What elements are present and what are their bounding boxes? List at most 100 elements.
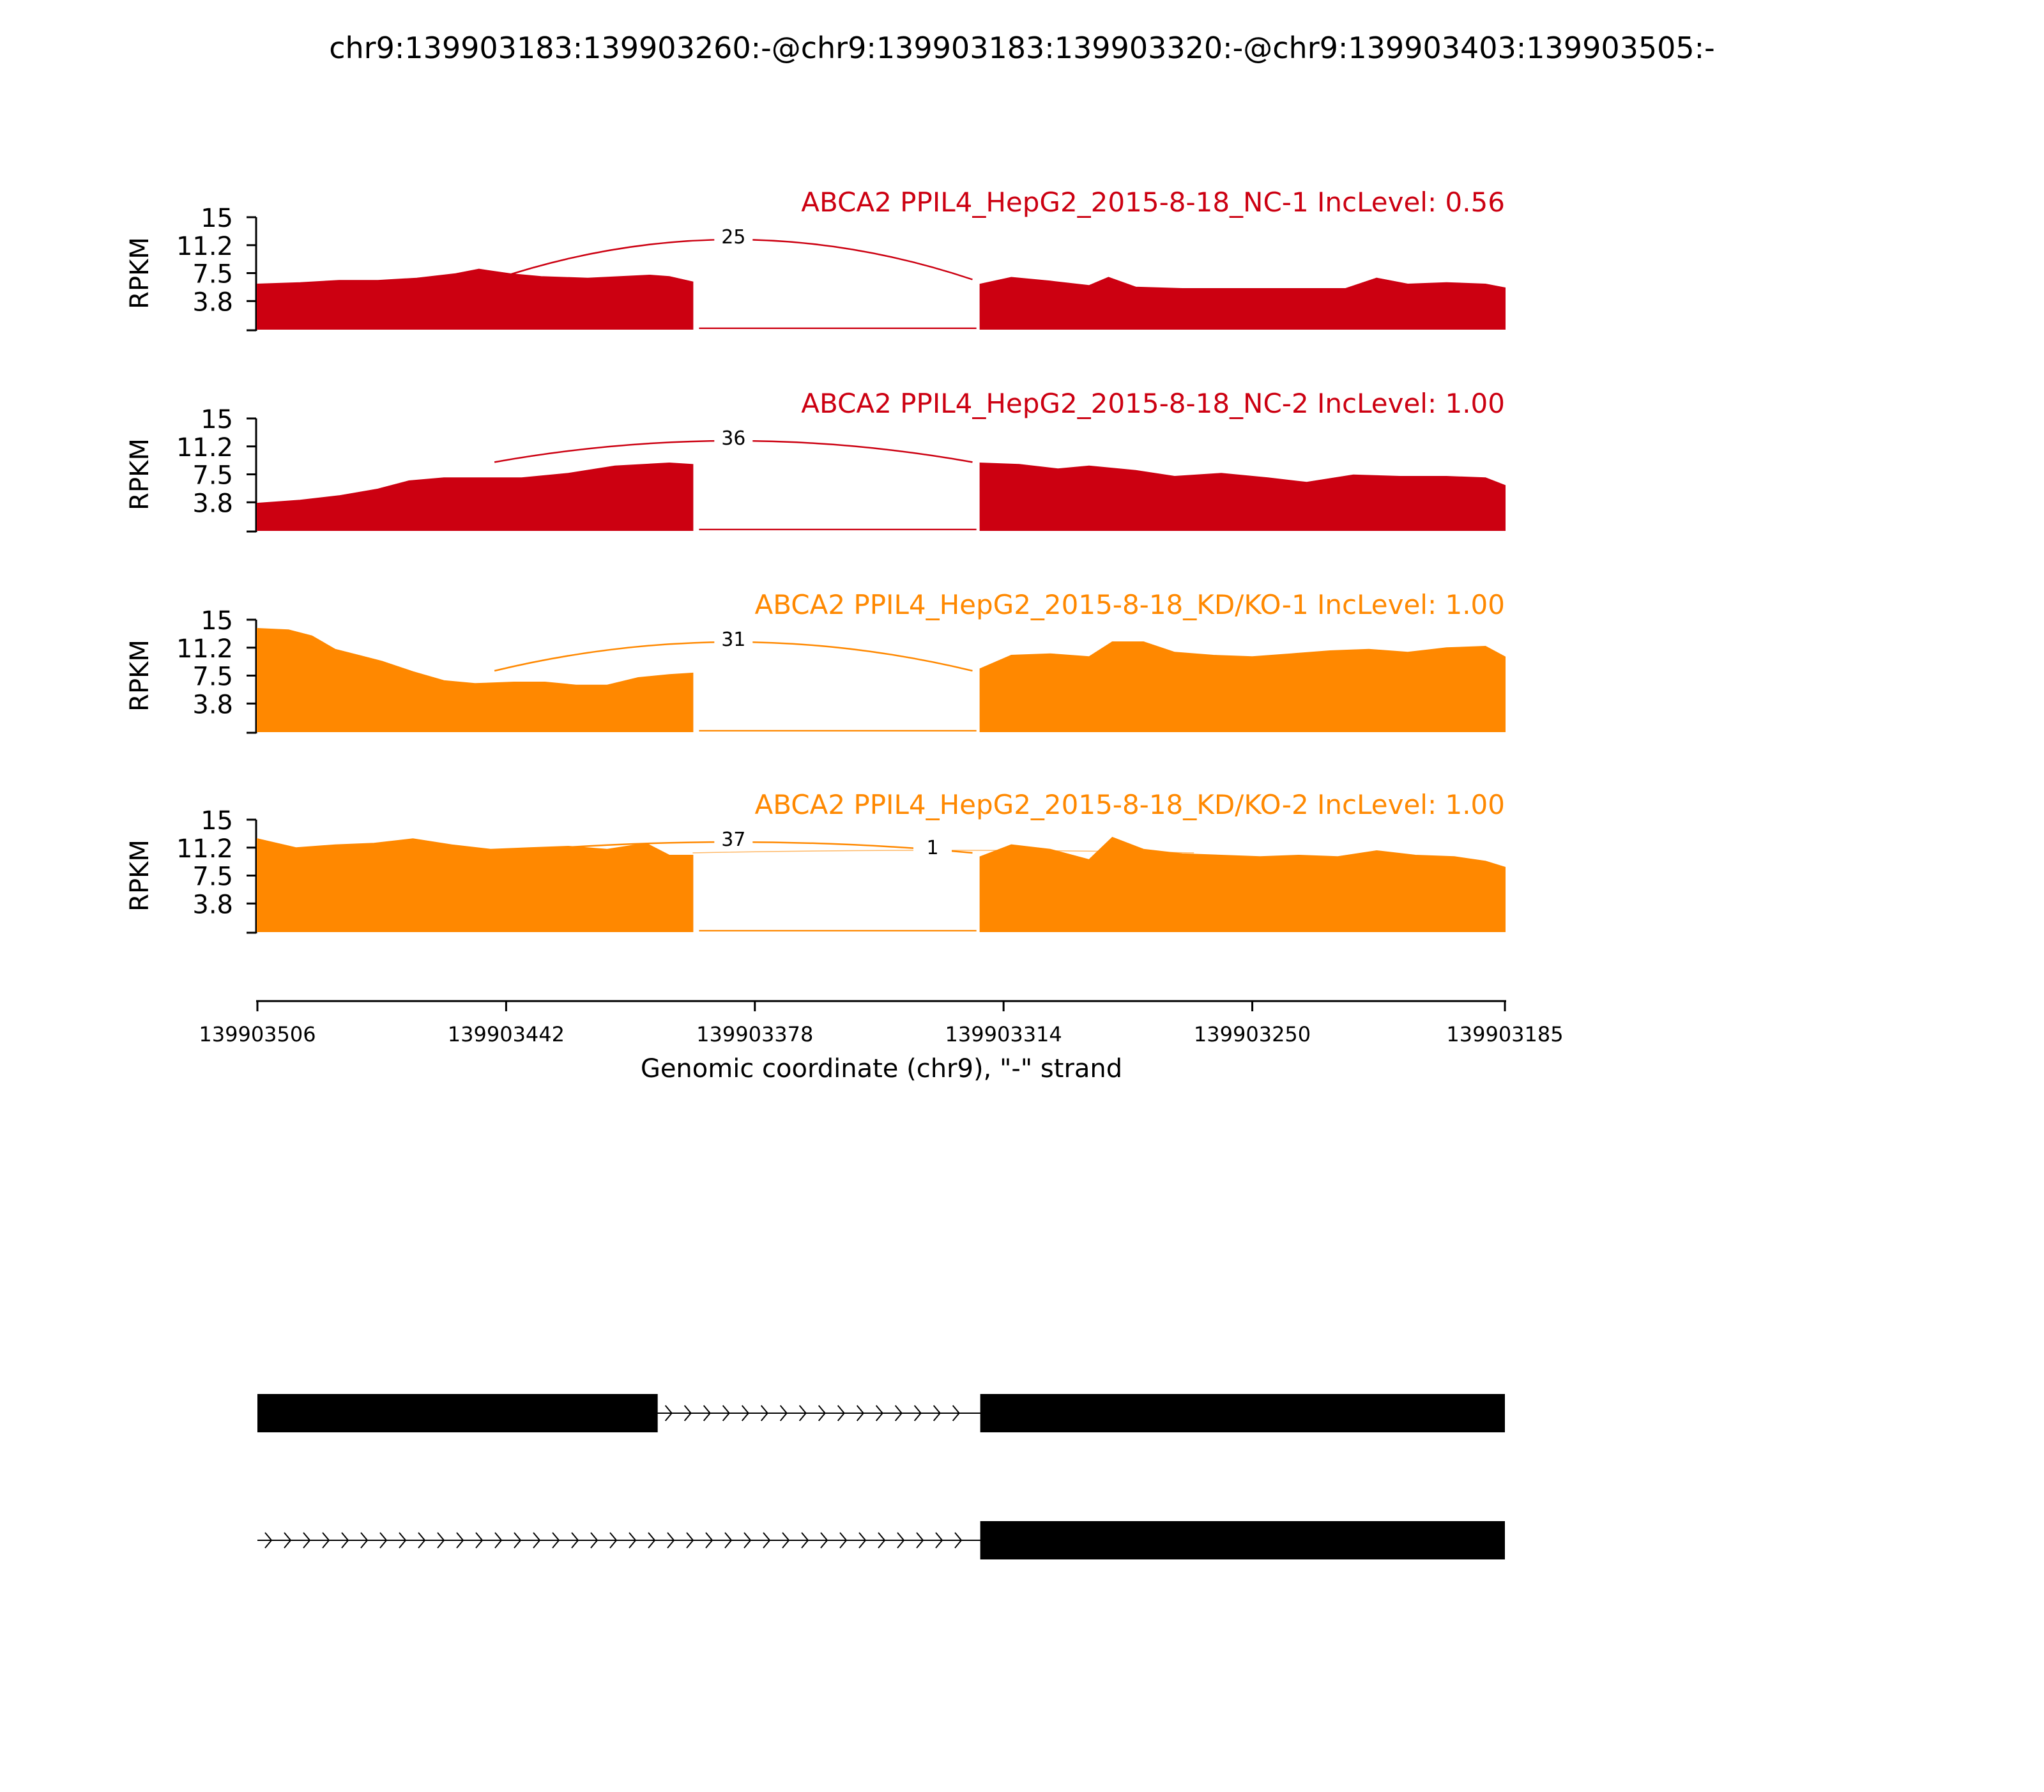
junction-count-bg: [714, 628, 753, 650]
strand-chevron: [779, 1405, 788, 1421]
coverage-intron: [699, 327, 977, 329]
strand-chevron: [303, 1532, 311, 1549]
y-axis-label: RPKM: [125, 639, 155, 712]
y-tick-label: 7.5: [192, 662, 233, 692]
strand-chevron: [456, 1532, 464, 1549]
y-axis-label: RPKM: [125, 839, 155, 912]
y-tick-label: 15: [201, 806, 233, 836]
x-tick-label: 139903250: [1194, 1022, 1311, 1046]
track-label: ABCA2 PPIL4_HepG2_2015-8-18_KD/KO-1 IncL…: [754, 589, 1505, 620]
strand-chevron: [686, 1532, 694, 1549]
strand-chevron: [820, 1532, 828, 1549]
strand-chevron: [878, 1532, 886, 1549]
strand-chevron: [552, 1532, 560, 1549]
strand-chevron: [858, 1532, 867, 1549]
strand-chevron: [590, 1532, 599, 1549]
y-tick-label: 3.8: [192, 890, 233, 919]
coverage-area-left: [257, 462, 694, 531]
strand-chevron: [629, 1532, 637, 1549]
junction-count-bg: [714, 226, 753, 247]
strand-chevron: [703, 1405, 711, 1421]
exon-block: [980, 1521, 1505, 1559]
strand-chevron: [916, 1532, 924, 1549]
x-tick-label: 139903314: [945, 1022, 1062, 1046]
junction-count: 25: [721, 226, 745, 249]
x-axis-label: Genomic coordinate (chr9), "-" strand: [641, 1054, 1122, 1084]
strand-chevron: [952, 1405, 960, 1421]
strand-chevron: [571, 1532, 579, 1549]
y-tick-label: 11.2: [176, 634, 233, 664]
x-tick-label: 139903442: [448, 1022, 565, 1046]
strand-chevron: [837, 1405, 845, 1421]
junction-count-bg: [714, 427, 753, 448]
strand-chevron: [648, 1532, 656, 1549]
y-tick-label: 7.5: [192, 260, 233, 289]
coverage-area-left: [257, 268, 694, 330]
junction-count: 31: [721, 629, 745, 651]
y-tick-label: 11.2: [176, 834, 233, 864]
strand-chevron: [533, 1532, 541, 1549]
strand-chevron: [264, 1532, 273, 1549]
strand-chevron: [514, 1532, 522, 1549]
strand-chevron: [475, 1532, 484, 1549]
strand-chevron: [341, 1532, 349, 1549]
strand-chevron: [284, 1532, 292, 1549]
strand-chevron: [894, 1405, 903, 1421]
strand-chevron: [437, 1532, 445, 1549]
y-tick-label: 3.8: [192, 489, 233, 518]
y-tick-label: 11.2: [176, 232, 233, 261]
y-tick-label: 11.2: [176, 433, 233, 463]
strand-chevron: [379, 1532, 388, 1549]
strand-chevron: [801, 1532, 809, 1549]
strand-chevron: [741, 1405, 749, 1421]
coverage-area-right: [979, 277, 1506, 330]
strand-chevron: [798, 1405, 807, 1421]
exon-block: [257, 1394, 658, 1432]
x-tick-label: 139903506: [199, 1022, 316, 1046]
x-tick-label: 139903185: [1446, 1022, 1563, 1046]
strand-chevron: [418, 1532, 426, 1549]
y-tick-label: 7.5: [192, 461, 233, 491]
strand-chevron: [897, 1532, 905, 1549]
coverage-intron: [699, 528, 977, 530]
y-tick-label: 15: [201, 606, 233, 636]
strand-chevron: [760, 1405, 768, 1421]
coverage-intron: [699, 930, 977, 931]
y-axis-label: RPKM: [125, 237, 155, 309]
track-label: ABCA2 PPIL4_HepG2_2015-8-18_NC-2 IncLeve…: [801, 388, 1505, 419]
strand-chevron: [399, 1532, 407, 1549]
x-axis: 139903506 139903442 139903378 139903314 1399…: [199, 1000, 1564, 1046]
strand-chevron: [935, 1532, 943, 1549]
gene-models: [257, 1394, 1505, 1559]
coverage-area-right: [979, 462, 1506, 531]
coverage-area-left: [257, 627, 694, 732]
strand-chevron: [724, 1532, 733, 1549]
junction-count-bg: [714, 828, 753, 850]
y-axis-label: RPKM: [125, 438, 155, 510]
strand-chevron: [322, 1532, 330, 1549]
strand-chevron: [667, 1532, 675, 1549]
gene-model-1: [257, 1394, 1505, 1432]
track-label: ABCA2 PPIL4_HepG2_2015-8-18_NC-1 IncLeve…: [801, 187, 1505, 218]
strand-chevron: [763, 1532, 771, 1549]
strand-chevron: [722, 1405, 730, 1421]
junction-count: 1: [926, 837, 938, 859]
strand-chevron: [683, 1405, 692, 1421]
junction-count: 37: [721, 829, 745, 851]
strand-chevron: [839, 1532, 848, 1549]
strand-chevron: [744, 1532, 752, 1549]
strand-chevron: [875, 1405, 883, 1421]
coverage-area-right: [979, 836, 1506, 932]
chart-title: chr9:139903183:139903260:-@chr9:13990318…: [329, 31, 1715, 65]
strand-chevron: [664, 1405, 673, 1421]
strand-chevron: [705, 1532, 713, 1549]
junction-count: 36: [721, 427, 745, 450]
strand-chevron: [818, 1405, 826, 1421]
y-tick-label: 15: [201, 204, 233, 233]
strand-chevron: [913, 1405, 922, 1421]
